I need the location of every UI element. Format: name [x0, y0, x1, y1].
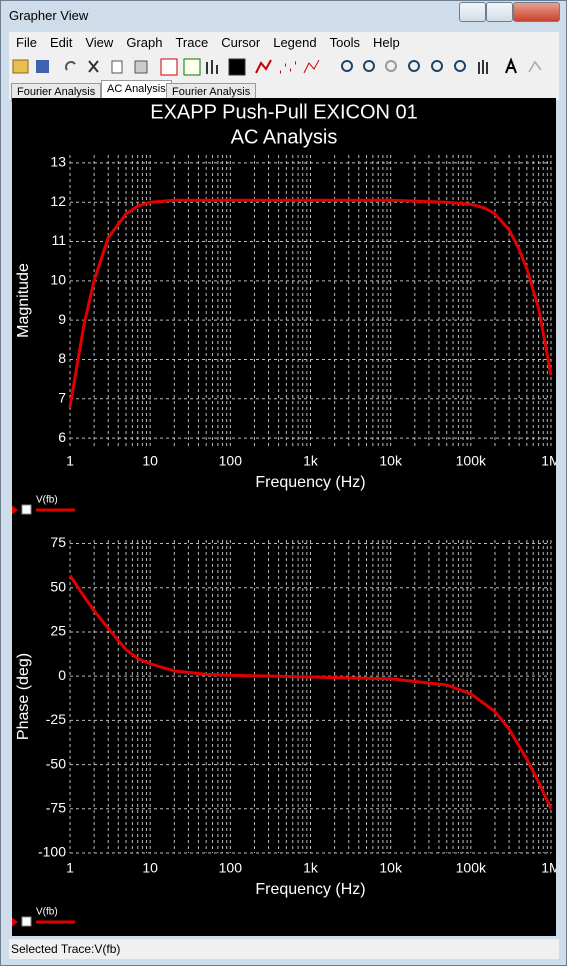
y-tick-label: 7	[58, 390, 66, 406]
save-icon[interactable]	[36, 60, 49, 73]
y-tick-label: 25	[50, 623, 66, 639]
tab[interactable]: Fourier Analysis	[166, 83, 257, 102]
pan-icon[interactable]	[478, 60, 488, 74]
toolbar-icons	[12, 57, 542, 76]
y-tick-label: 50	[50, 578, 66, 594]
zoom-y-icon[interactable]	[454, 60, 466, 72]
close-button[interactable]	[513, 2, 560, 22]
y-tick-label: 8	[58, 350, 66, 366]
zoom-out-icon[interactable]	[363, 60, 375, 72]
menu-item[interactable]: File	[16, 35, 37, 50]
chart-title: EXAPP Push-Pull EXICON 01	[150, 101, 418, 123]
x-axis-label: Frequency (Hz)	[255, 474, 365, 491]
y-tick-label: 11	[51, 232, 66, 248]
y-tick-label: 0	[58, 667, 66, 683]
undo-icon[interactable]	[65, 61, 76, 71]
menu-bar: File Edit View Graph Trace Cursor Legend Tools H…	[9, 32, 559, 54]
x-tick-label: 100	[219, 453, 243, 469]
y-tick-label: -50	[46, 755, 66, 771]
menu-item[interactable]: Tools	[329, 35, 360, 50]
text-icon[interactable]	[505, 57, 517, 74]
zoom-icon[interactable]	[385, 60, 397, 72]
cursor-icon[interactable]	[528, 60, 542, 73]
legend-pointer	[12, 505, 18, 515]
linepoints-icon[interactable]	[303, 59, 320, 74]
y-axis-label: Magnitude	[15, 263, 32, 338]
legend-label: V(fb)	[36, 495, 58, 506]
zoom-in-icon[interactable]	[341, 60, 353, 72]
x-tick-label: 1M	[541, 860, 556, 876]
y-tick-label: -100	[38, 844, 66, 860]
plot-background	[12, 98, 556, 936]
y-tick-label: -75	[46, 799, 66, 815]
x-tick-label: 1	[66, 453, 74, 469]
x-tick-label: 100k	[456, 860, 487, 876]
zoom-x-icon[interactable]	[431, 60, 443, 72]
tab-bar: Fourier Analysis AC Analysis Fourier Analy…	[9, 80, 559, 102]
tab[interactable]: Fourier Analysis	[11, 83, 102, 102]
menu-item[interactable]: Graph	[126, 35, 163, 50]
bar-icon[interactable]	[206, 60, 218, 74]
chart-subtitle: AC Analysis	[231, 126, 338, 148]
window-title: Grapher View	[9, 8, 89, 23]
y-axis-label: Phase (deg)	[15, 653, 32, 740]
grid-icon[interactable]	[160, 58, 178, 76]
x-tick-label: 1k	[303, 453, 319, 469]
tab[interactable]: AC Analysis	[101, 80, 172, 102]
x-tick-label: 1k	[303, 860, 319, 876]
legend-icon[interactable]	[183, 58, 201, 76]
x-tick-label: 1	[66, 860, 74, 876]
y-tick-label: 12	[50, 193, 66, 209]
x-tick-label: 10k	[379, 860, 403, 876]
data-line	[68, 574, 553, 810]
x-tick-label: 1M	[541, 453, 556, 469]
y-tick-label: 13	[50, 154, 66, 170]
data-line	[68, 198, 553, 407]
x-tick-label: 10k	[379, 453, 403, 469]
menu-item[interactable]: Edit	[49, 35, 73, 50]
minimize-button[interactable]	[459, 2, 486, 22]
menu-item[interactable]: Help	[372, 35, 400, 50]
menu-item[interactable]: Legend	[273, 35, 317, 50]
menu-item[interactable]: Trace	[175, 35, 209, 50]
zoom-fit-icon[interactable]	[408, 60, 420, 72]
y-tick-label: 9	[58, 311, 66, 327]
status-text: Selected Trace:V(fb)	[11, 942, 121, 956]
x-tick-label: 100	[219, 860, 243, 876]
open-icon[interactable]	[12, 59, 29, 74]
line-icon[interactable]	[255, 59, 272, 74]
maximize-button[interactable]	[486, 2, 513, 22]
legend-label: V(fb)	[36, 907, 58, 918]
status-bar: Selected Trace:V(fb)	[9, 939, 559, 959]
legend-checkbox	[21, 504, 32, 515]
x-axis-label: Frequency (Hz)	[255, 881, 365, 898]
y-tick-label: 75	[50, 534, 66, 550]
menu-item[interactable]: Cursor	[221, 35, 261, 50]
y-tick-label: -25	[46, 711, 66, 727]
menu-item[interactable]: View	[85, 35, 114, 50]
bw-icon[interactable]	[228, 58, 246, 76]
points-icon[interactable]	[280, 61, 296, 74]
x-tick-label: 100k	[456, 453, 487, 469]
x-tick-label: 10	[142, 860, 158, 876]
y-tick-label: 6	[58, 429, 66, 445]
legend-pointer	[12, 917, 18, 927]
toolbar	[9, 54, 559, 80]
cut-icon[interactable]	[88, 60, 99, 73]
copy-icon[interactable]	[111, 60, 123, 74]
paste-icon[interactable]	[134, 60, 148, 74]
y-tick-label: 10	[50, 272, 66, 288]
legend-checkbox	[21, 916, 32, 927]
x-tick-label: 10	[142, 453, 158, 469]
